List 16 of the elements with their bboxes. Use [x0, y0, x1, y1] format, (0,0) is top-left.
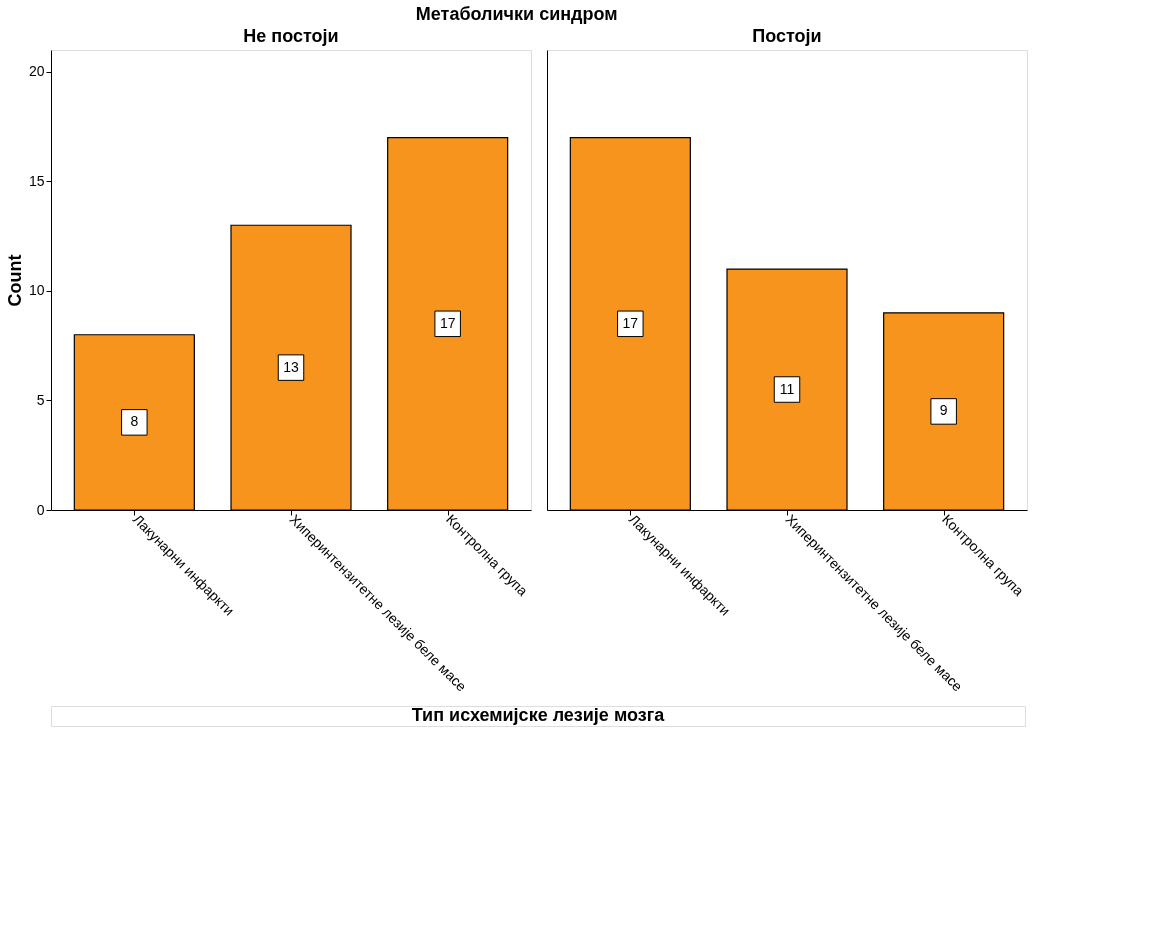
chart-title: Метаболички синдром: [415, 3, 618, 24]
x-axis-title: Тип исхемијске лезије мозга: [411, 705, 666, 725]
y-tick-label: 20: [28, 63, 45, 80]
y-tick-label: 15: [28, 172, 45, 189]
data-label: 13: [283, 358, 299, 375]
y-tick-label: 10: [28, 282, 45, 299]
y-tick-label: 5: [36, 391, 45, 408]
data-label: 17: [622, 314, 639, 331]
data-label: 17: [439, 314, 456, 331]
y-axis-title: Count: [4, 254, 25, 307]
chart-subtitle: Постоји: [752, 26, 822, 46]
chart-subtitle: Не постоји: [243, 26, 339, 46]
y-tick-label: 0: [36, 501, 45, 518]
data-label: 11: [779, 380, 795, 397]
data-label: 9: [939, 402, 948, 419]
data-label: 8: [130, 413, 139, 430]
